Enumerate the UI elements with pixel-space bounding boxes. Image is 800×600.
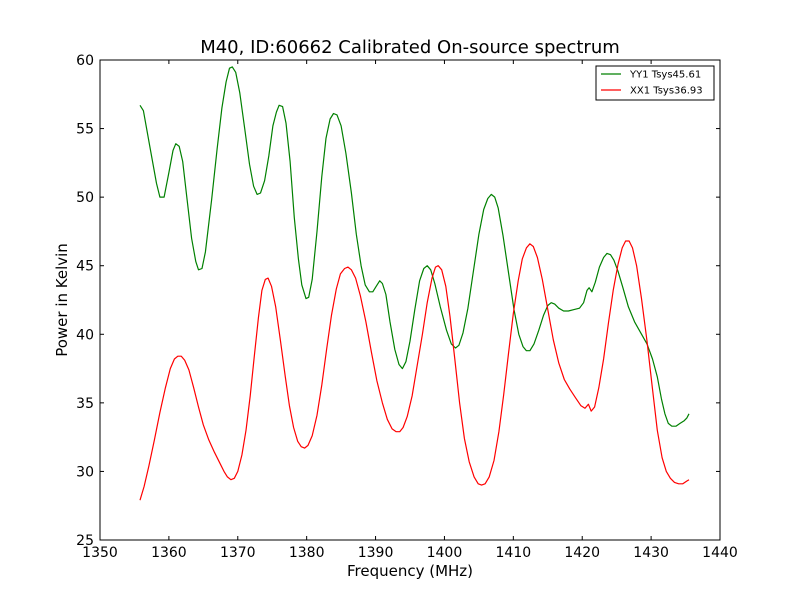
y-tick-label: 60 (76, 53, 94, 69)
x-tick-label: 1350 (82, 545, 118, 561)
x-tick-label: 1370 (220, 545, 256, 561)
x-tick-label: 1400 (427, 545, 463, 561)
y-tick-label: 55 (76, 122, 94, 138)
y-tick-label: 50 (76, 190, 94, 206)
legend-label-yy1: YY1 Tsys45.61 (629, 70, 701, 81)
x-tick-label: 1430 (633, 545, 669, 561)
series-line-yy1 (139, 66, 690, 427)
y-tick-label: 30 (76, 464, 94, 480)
x-tick-label: 1410 (496, 545, 532, 561)
series-layer (139, 66, 690, 501)
x-tick-label: 1440 (702, 545, 738, 561)
legend: YY1 Tsys45.61 XX1 Tsys36.93 (595, 65, 715, 101)
x-tick-label: 1360 (151, 545, 187, 561)
ticks-layer: 1350 1360 1370 1380 1390 1400 1410 1420 1430 1440… (76, 53, 738, 561)
y-tick-label: 45 (76, 259, 94, 275)
chart-title: M40, ID:60662 Calibrated On-source spect… (200, 37, 620, 58)
legend-label-xx1: XX1 Tsys36.93 (630, 86, 703, 97)
plot-area (99, 59, 721, 541)
y-axis-label: Power in Kelvin (53, 243, 71, 357)
legend-box (595, 65, 715, 101)
y-tick-label: 40 (76, 327, 94, 343)
plot-frame (99, 59, 721, 541)
x-tick-label: 1380 (289, 545, 325, 561)
series-line-xx1 (139, 240, 690, 501)
y-tick-label: 35 (76, 396, 94, 412)
x-tick-label: 1420 (564, 545, 600, 561)
x-axis-label: Frequency (MHz) (347, 562, 473, 580)
y-tick-label: 25 (76, 533, 94, 549)
x-tick-label: 1390 (358, 545, 394, 561)
